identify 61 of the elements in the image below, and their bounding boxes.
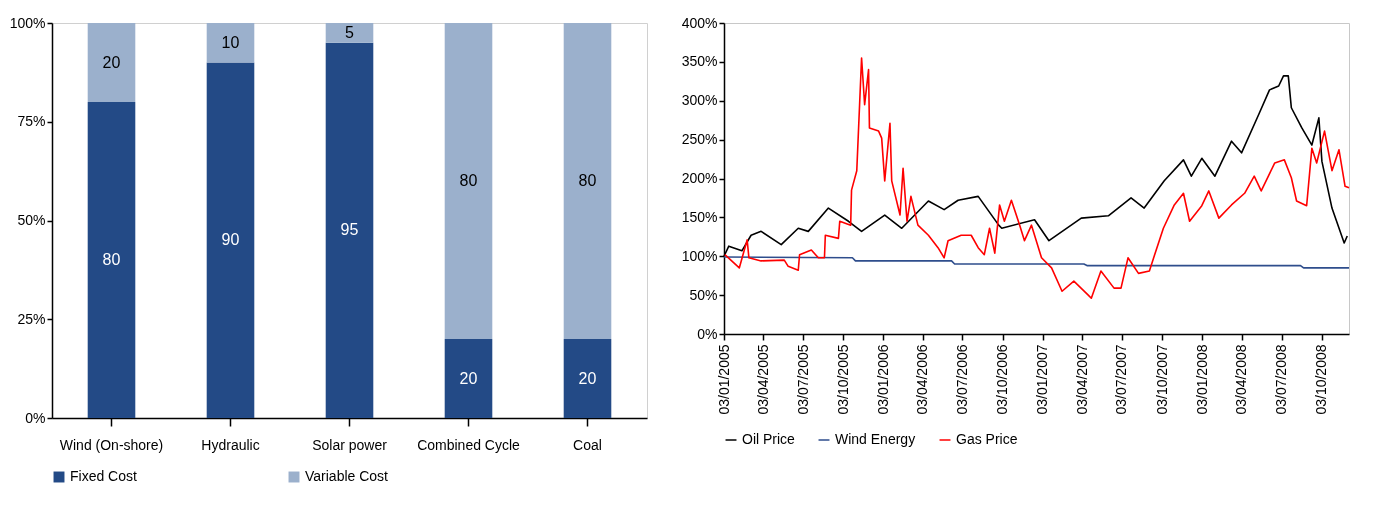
data-label: 20 xyxy=(459,369,478,387)
x-tick-label: 03/01/2005 xyxy=(715,344,732,415)
y-tick-label: 150% xyxy=(681,208,718,225)
line-series xyxy=(723,256,1350,269)
data-label: 5 xyxy=(345,23,355,41)
x-tick-label: 03/07/2006 xyxy=(953,344,970,415)
y-tick-label: 400% xyxy=(681,14,718,31)
x-tick-label: 03/07/2005 xyxy=(794,344,811,415)
x-tick-label: 03/07/2007 xyxy=(1113,344,1130,415)
data-label: 90 xyxy=(221,231,240,249)
x-tick-label: 03/01/2006 xyxy=(874,344,891,415)
x-tick-label: 03/04/2006 xyxy=(914,344,931,415)
y-tick-label: 200% xyxy=(681,170,718,186)
bar xyxy=(87,23,136,102)
x-tick-label: 03/01/2007 xyxy=(1034,344,1051,415)
x-tick-label: 03/01/2008 xyxy=(1193,344,1210,415)
x-tick-label: 03/10/2005 xyxy=(834,344,851,415)
legend-label: Oil Price xyxy=(742,431,796,447)
bar xyxy=(206,62,255,418)
x-tick-label: Wind (On-shore) xyxy=(59,436,164,453)
bar xyxy=(563,339,612,418)
x-tick-label: Coal xyxy=(573,436,602,453)
x-tick-label: 03/04/2007 xyxy=(1073,344,1090,415)
legend-label: Wind Energy xyxy=(835,431,916,447)
x-tick-label: 03/10/2008 xyxy=(1313,344,1330,415)
bar xyxy=(325,42,374,418)
data-label: 80 xyxy=(459,172,478,189)
y-tick-label: 50% xyxy=(689,286,718,303)
y-tick-label: 25% xyxy=(17,310,46,327)
x-tick-label: Hydraulic xyxy=(201,436,260,453)
x-tick-label: 03/07/2008 xyxy=(1273,344,1290,415)
x-tick-label: 03/10/2006 xyxy=(994,344,1011,415)
legend-label: Variable Cost xyxy=(305,468,389,484)
legend-label: Fixed Cost xyxy=(70,468,138,484)
data-label: 20 xyxy=(102,53,121,71)
x-tick-label: 03/04/2008 xyxy=(1233,344,1250,415)
bar xyxy=(87,102,136,418)
x-tick-label: 03/10/2007 xyxy=(1153,344,1170,415)
bar xyxy=(444,339,493,418)
y-tick-label: 100% xyxy=(681,247,718,264)
y-tick-label: 100% xyxy=(9,14,46,31)
legend-label: Gas Price xyxy=(956,431,1018,447)
bar xyxy=(325,23,374,43)
bar xyxy=(444,23,493,339)
y-tick-label: 250% xyxy=(681,131,718,148)
y-tick-label: 50% xyxy=(17,212,46,228)
y-tick-label: 300% xyxy=(681,92,718,109)
x-tick-label: Combined Cycle xyxy=(417,436,521,453)
y-tick-label: 75% xyxy=(17,113,46,130)
bar xyxy=(563,23,612,339)
data-label: 80 xyxy=(102,251,121,268)
data-label: 20 xyxy=(578,369,597,387)
data-label: 80 xyxy=(578,172,597,189)
data-label: 10 xyxy=(221,33,240,51)
y-tick-label: 350% xyxy=(681,53,718,70)
x-tick-label: 03/04/2005 xyxy=(754,344,771,415)
y-tick-label: 0% xyxy=(25,409,46,426)
data-label: 95 xyxy=(340,221,359,239)
bar xyxy=(206,23,255,63)
y-tick-label: 0% xyxy=(697,325,718,342)
x-tick-label: Solar power xyxy=(312,436,388,453)
